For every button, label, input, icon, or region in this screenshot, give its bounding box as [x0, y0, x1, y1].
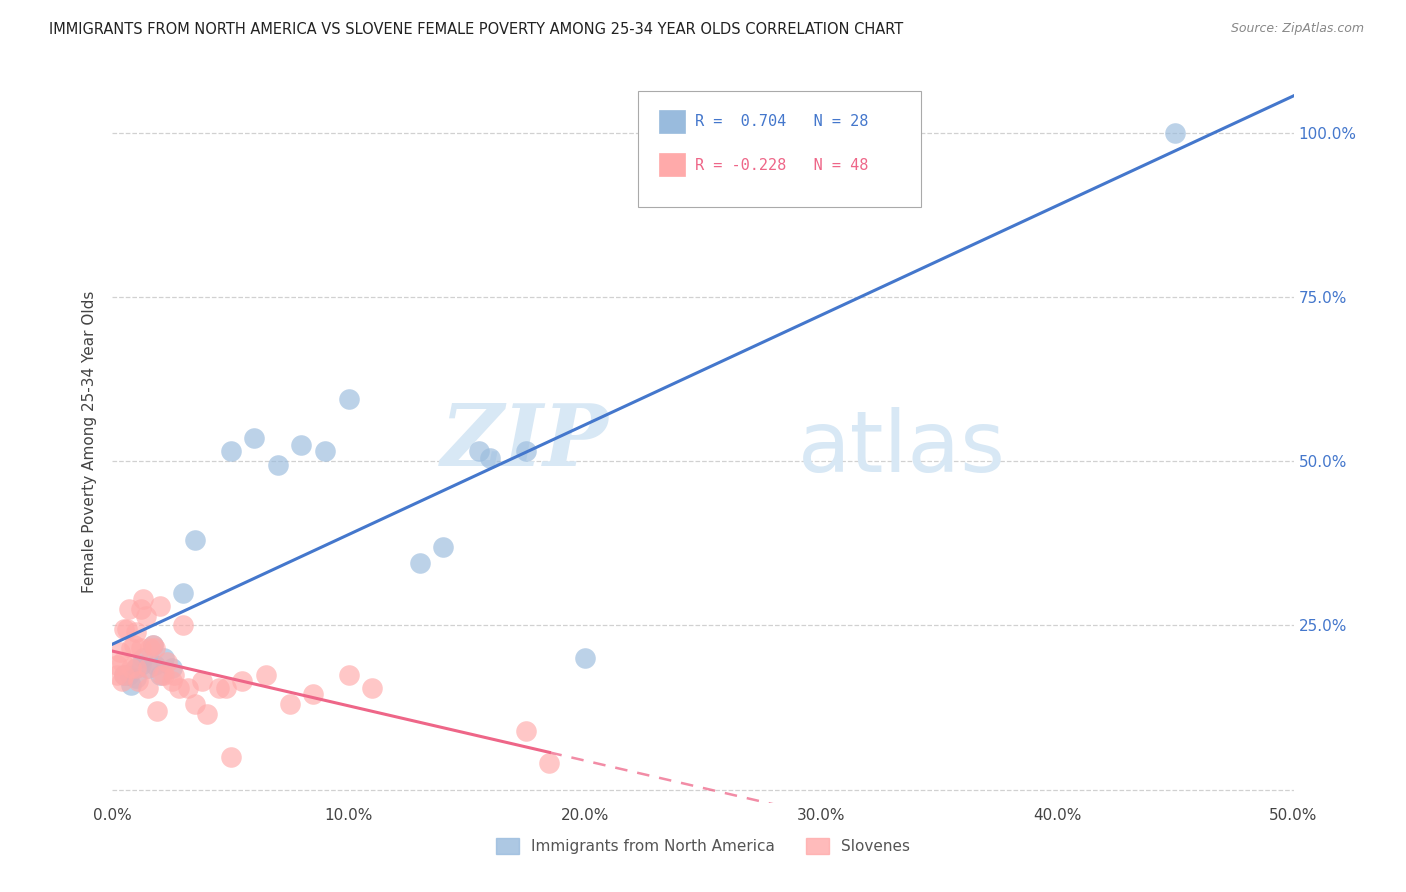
- Point: [231, 674, 253, 689]
- Point: [125, 671, 148, 685]
- Point: [290, 438, 312, 452]
- Point: [112, 667, 135, 681]
- Point: [184, 533, 207, 547]
- Point: [184, 698, 207, 712]
- Point: [337, 392, 360, 406]
- Text: Source: ZipAtlas.com: Source: ZipAtlas.com: [1230, 22, 1364, 36]
- Point: [1164, 126, 1187, 140]
- Point: [167, 681, 190, 695]
- FancyBboxPatch shape: [659, 153, 685, 177]
- Point: [112, 622, 135, 636]
- Point: [142, 638, 165, 652]
- Point: [153, 651, 176, 665]
- Point: [215, 681, 238, 695]
- Point: [120, 677, 142, 691]
- Point: [163, 667, 186, 681]
- Point: [125, 625, 148, 640]
- Point: [105, 667, 128, 681]
- Point: [129, 657, 152, 672]
- Point: [142, 638, 165, 652]
- Point: [132, 651, 155, 665]
- Point: [177, 681, 200, 695]
- Point: [243, 431, 266, 445]
- Point: [208, 681, 231, 695]
- Point: [139, 641, 162, 656]
- Point: [267, 458, 290, 472]
- Point: [361, 681, 384, 695]
- Text: R = -0.228   N = 48: R = -0.228 N = 48: [695, 158, 868, 172]
- Point: [120, 661, 142, 675]
- FancyBboxPatch shape: [638, 91, 921, 207]
- Point: [219, 749, 242, 764]
- Point: [136, 661, 159, 675]
- FancyBboxPatch shape: [659, 110, 685, 133]
- Text: R =  0.704   N = 28: R = 0.704 N = 28: [695, 114, 868, 129]
- Point: [108, 645, 131, 659]
- Point: [129, 602, 152, 616]
- Text: ZIP: ZIP: [440, 400, 609, 483]
- Point: [115, 622, 138, 636]
- Point: [538, 756, 561, 771]
- Point: [432, 540, 454, 554]
- Point: [132, 592, 155, 607]
- Point: [172, 585, 194, 599]
- Point: [150, 667, 173, 681]
- Point: [118, 667, 141, 681]
- Point: [160, 661, 183, 675]
- Point: [314, 444, 336, 458]
- Point: [143, 657, 166, 672]
- Point: [337, 667, 360, 681]
- Point: [254, 667, 277, 681]
- Point: [143, 641, 166, 656]
- Point: [125, 661, 148, 675]
- Point: [195, 707, 218, 722]
- Point: [118, 602, 141, 616]
- Point: [127, 674, 149, 689]
- Point: [479, 450, 502, 465]
- Point: [302, 687, 325, 701]
- Y-axis label: Female Poverty Among 25-34 Year Olds: Female Poverty Among 25-34 Year Olds: [82, 291, 97, 592]
- Text: IMMIGRANTS FROM NORTH AMERICA VS SLOVENE FEMALE POVERTY AMONG 25-34 YEAR OLDS CO: IMMIGRANTS FROM NORTH AMERICA VS SLOVENE…: [49, 22, 904, 37]
- Point: [136, 661, 159, 675]
- Point: [219, 444, 242, 458]
- Point: [149, 667, 172, 681]
- Legend: Immigrants from North America, Slovenes: Immigrants from North America, Slovenes: [491, 832, 915, 860]
- Point: [120, 641, 142, 656]
- Point: [515, 444, 537, 458]
- Point: [105, 657, 128, 672]
- Text: atlas: atlas: [797, 408, 1005, 491]
- Point: [146, 704, 169, 718]
- Point: [122, 638, 145, 652]
- Point: [125, 661, 148, 675]
- Point: [515, 723, 537, 738]
- Point: [153, 667, 176, 681]
- Point: [149, 599, 172, 613]
- Point: [408, 556, 430, 570]
- Point: [111, 655, 134, 669]
- Point: [172, 618, 194, 632]
- Point: [191, 674, 214, 689]
- Point: [111, 674, 134, 689]
- Point: [278, 698, 301, 712]
- Point: [467, 444, 489, 458]
- Point: [135, 608, 157, 623]
- Point: [136, 681, 159, 695]
- Point: [129, 641, 152, 656]
- Point: [112, 667, 135, 681]
- Point: [574, 651, 596, 665]
- Point: [160, 674, 183, 689]
- Point: [156, 655, 179, 669]
